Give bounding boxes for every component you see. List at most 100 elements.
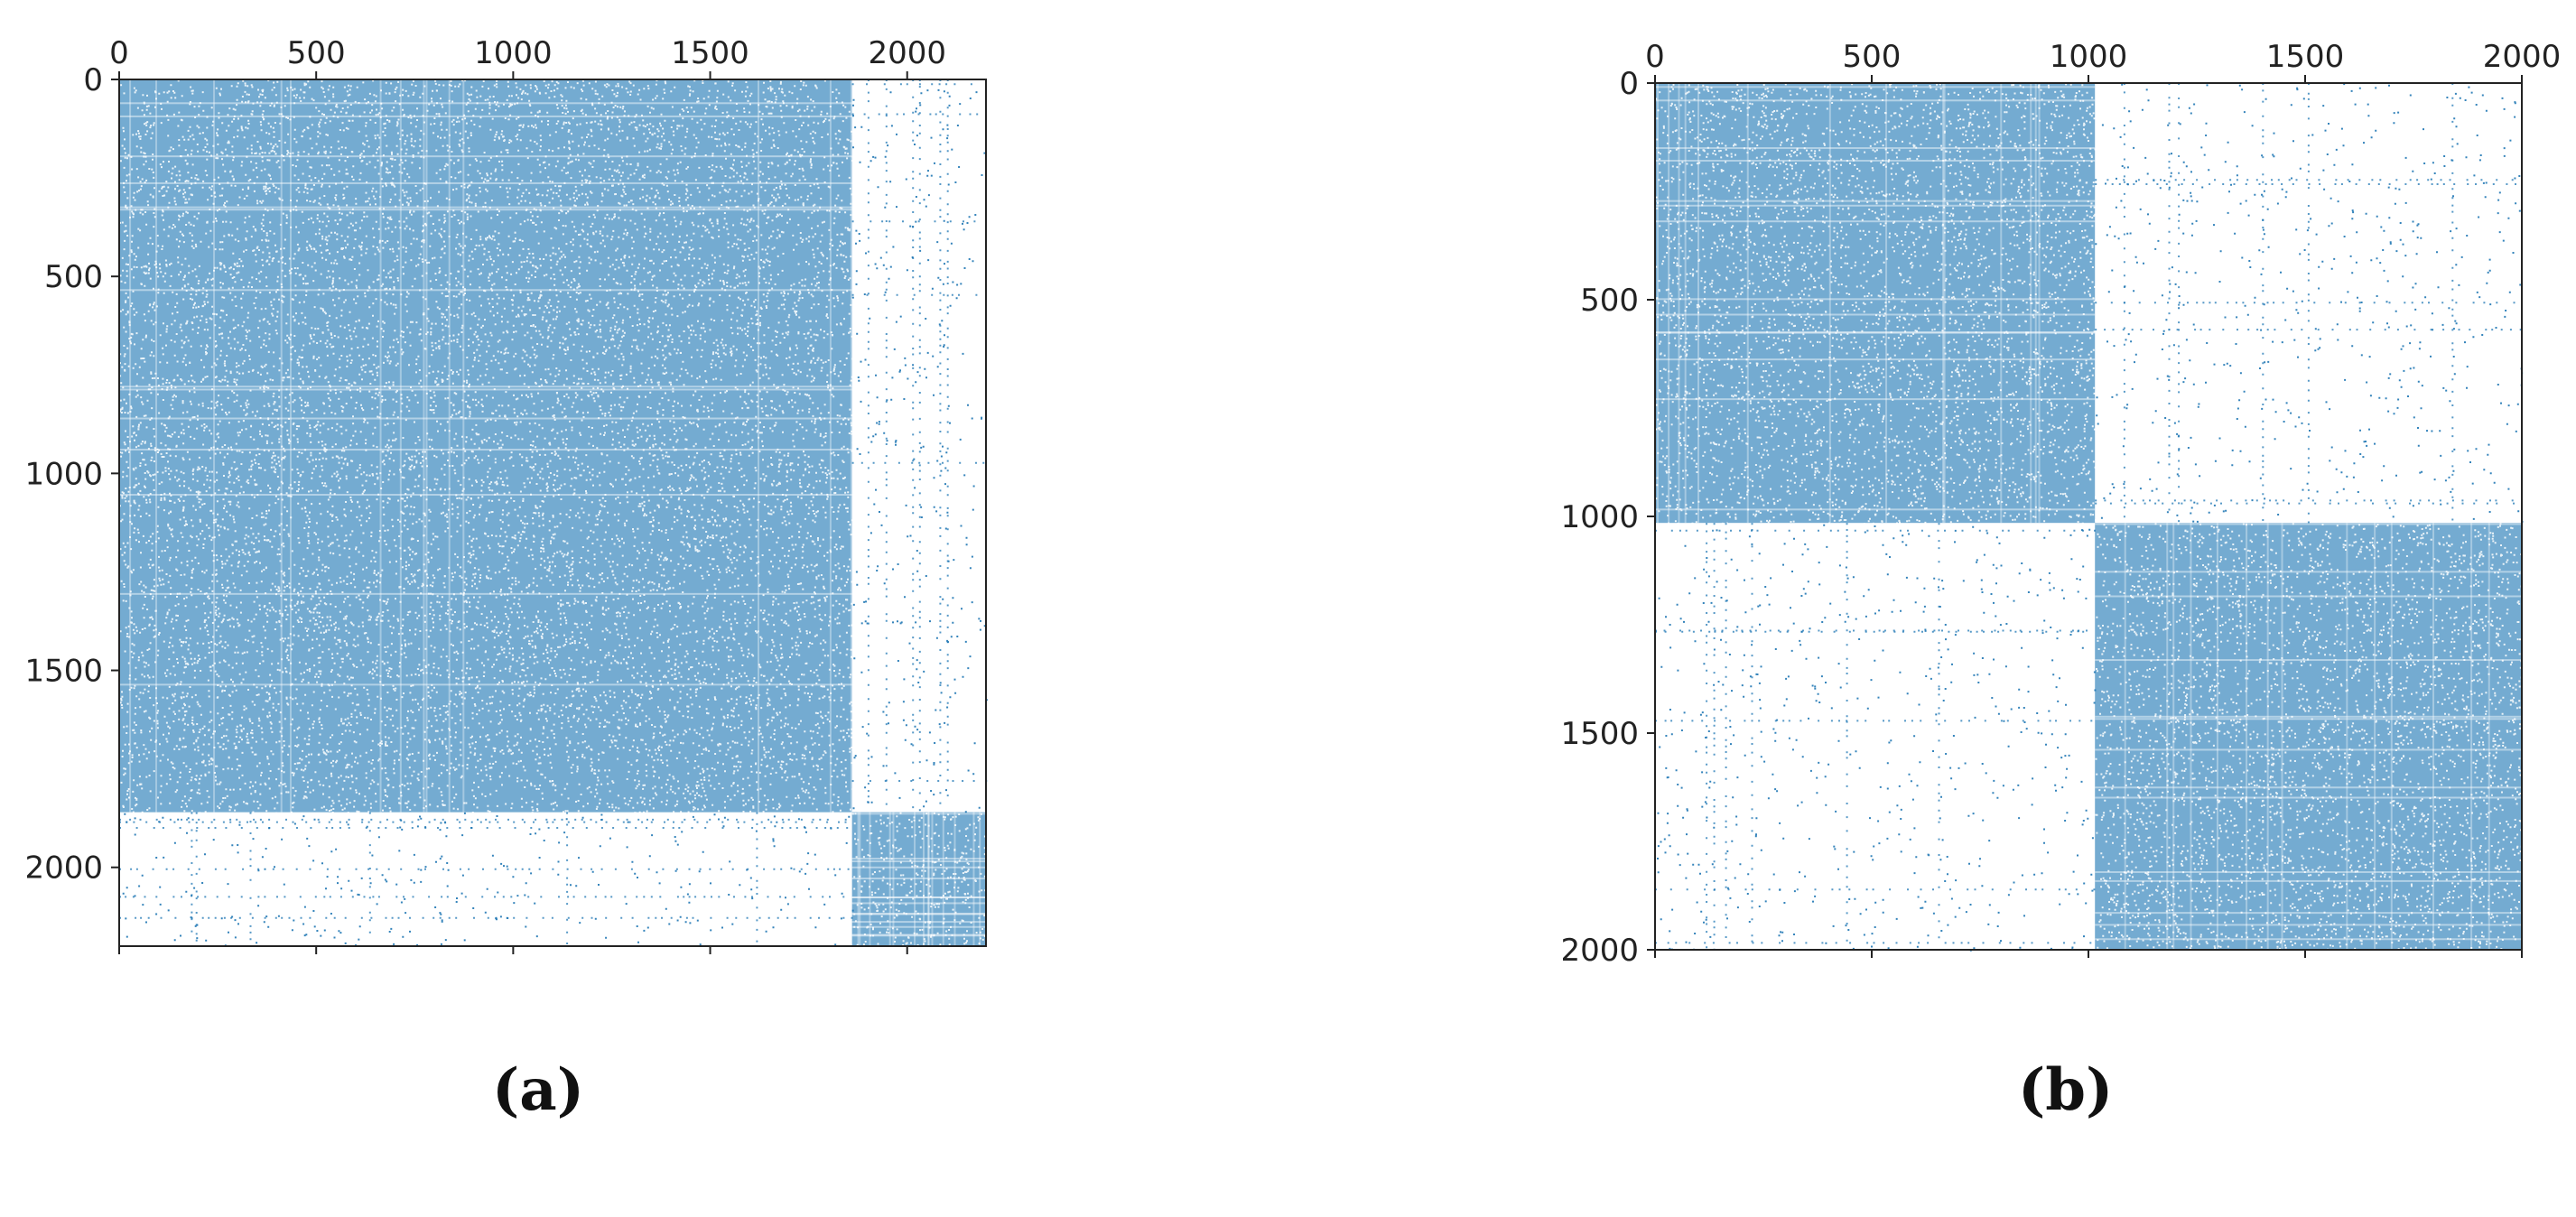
dense-row-streak (119, 206, 852, 209)
sparse-row-stripe (851, 113, 979, 116)
sparse-col-stripe (249, 812, 252, 941)
x-tick-label: 500 (1843, 39, 1902, 75)
block-sparse-2 (2095, 83, 2524, 524)
dense-row-streak (851, 913, 986, 915)
sparse-col-stripe (2262, 83, 2264, 521)
dense-row-streak (1655, 86, 2096, 88)
sparse-row-stripe (2095, 179, 2514, 181)
dense-row-streak (119, 388, 852, 391)
dense-row-streak (2095, 924, 2522, 926)
dense-block-fill (2095, 523, 2522, 950)
dense-row-streak (851, 860, 986, 863)
y-tick-label: 0 (1619, 66, 1639, 102)
sparse-row-stripe (1655, 888, 2096, 891)
dense-row-streak (1655, 200, 2096, 202)
sparse-row-stripe (851, 293, 978, 296)
panel-caption-a: (a) (492, 1056, 585, 1124)
x-tick-label: 2000 (2483, 39, 2562, 75)
sparse-col-stripe (1751, 523, 1753, 943)
dense-col-streak (289, 79, 292, 813)
dense-col-streak (2172, 523, 2175, 950)
sparse-col-stripe (566, 812, 569, 944)
dense-row-streak (2095, 571, 2522, 573)
dense-col-streak (972, 812, 975, 946)
dense-row-streak (851, 902, 986, 905)
x-tick-label: 0 (109, 35, 129, 71)
dense-block-speckle (119, 79, 854, 814)
y-tick-label: 1000 (1560, 499, 1639, 535)
dense-col-streak (2190, 523, 2192, 950)
dense-row-streak (2095, 523, 2522, 525)
dense-row-streak (851, 921, 986, 924)
dense-col-streak (850, 79, 852, 813)
dense-row-streak (119, 592, 852, 595)
dense-col-streak (1943, 83, 1946, 524)
spy-plot-a: 0 500 1000 1500 2000 0 500 1000 1500 2000 (24, 35, 988, 954)
sparse-row-stripe (1655, 720, 2093, 722)
sparse-col-stripe (191, 812, 193, 947)
dense-row-streak (851, 925, 986, 928)
block-sparse-3 (1655, 523, 2097, 952)
sparse-col-stripe (368, 812, 371, 934)
dense-block-fill (119, 79, 852, 813)
matrix-blocks (119, 79, 988, 948)
dense-row-streak (1655, 313, 2096, 316)
dense-col-streak (857, 812, 860, 946)
dense-col-streak (979, 812, 981, 946)
dense-row-streak (851, 866, 986, 869)
dense-row-streak (2095, 659, 2522, 662)
x-tick-label: 500 (287, 35, 346, 71)
dense-row-streak (1655, 220, 2096, 223)
sparse-col-stripe (912, 79, 915, 809)
dense-row-streak (1655, 398, 2096, 401)
sparse-row-stripe (1655, 942, 2092, 944)
sparse-row-stripe (1655, 630, 2085, 633)
dense-row-streak (851, 858, 986, 860)
dense-col-streak (2266, 523, 2269, 950)
x-tick-label: 1500 (671, 35, 749, 71)
block-dense-1 (2095, 523, 2524, 952)
dense-col-streak (379, 79, 382, 813)
dense-row-streak (2095, 715, 2522, 718)
dense-row-streak (119, 386, 852, 388)
dense-row-streak (119, 102, 852, 105)
axes-frame (118, 79, 987, 947)
sparse-row-stripe (119, 827, 849, 829)
dense-col-streak (2281, 523, 2283, 950)
dense-row-streak (119, 449, 852, 451)
dense-row-streak (851, 912, 986, 915)
dense-row-streak (2095, 718, 2522, 720)
dense-col-streak (859, 812, 861, 946)
dense-row-streak (119, 683, 852, 686)
dense-row-streak (1655, 330, 2096, 333)
x-tick-label: 1000 (474, 35, 553, 71)
dense-col-streak (757, 79, 759, 813)
dense-row-streak (119, 209, 852, 211)
dense-col-streak (888, 812, 891, 946)
dense-col-streak (914, 812, 916, 946)
dense-row-streak (2095, 870, 2522, 873)
sparse-row-stripe (2095, 502, 2515, 505)
x-tick-label: 2000 (868, 35, 946, 71)
dense-col-streak (1668, 83, 1670, 524)
sparse-row-stripe (851, 220, 976, 223)
dense-col-streak (1678, 83, 1680, 524)
dense-row-streak (2095, 595, 2522, 598)
dense-col-streak (1746, 83, 1749, 524)
dense-row-streak (851, 896, 986, 899)
sparse-col-stripe (2451, 83, 2454, 521)
sparse-col-stripe (946, 79, 949, 797)
y-tick-label: 1500 (24, 654, 103, 690)
dense-row-streak (2095, 796, 2522, 799)
y-tick-label: 2000 (1560, 933, 1639, 969)
dense-col-streak (2432, 523, 2435, 950)
sparse-row-stripe (1655, 629, 2088, 632)
sparse-row-stripe (119, 818, 847, 821)
dense-col-streak (931, 812, 934, 946)
sparse-col-stripe (918, 79, 921, 812)
dense-row-streak (2095, 786, 2522, 789)
dense-row-streak (1655, 508, 2096, 511)
dense-col-streak (2034, 83, 2037, 524)
sparse-col-stripe (867, 79, 870, 804)
x-tick-label: 1000 (2050, 39, 2128, 75)
